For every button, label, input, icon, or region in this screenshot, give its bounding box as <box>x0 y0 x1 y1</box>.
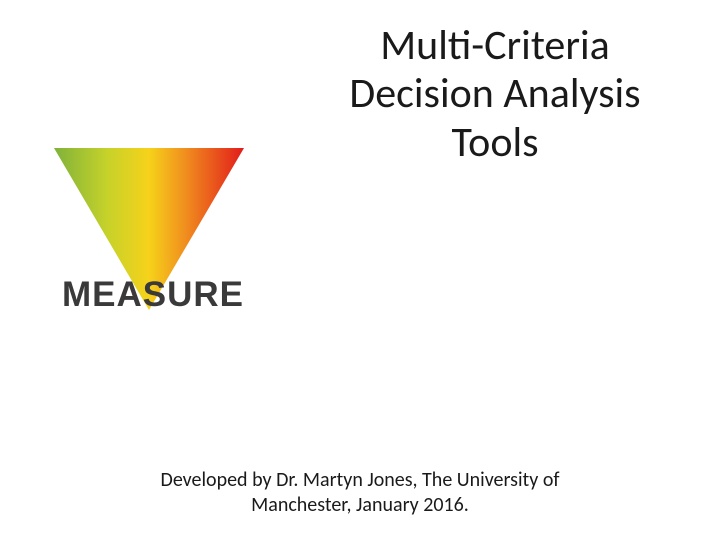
measure-wordmark: MEASURE <box>62 275 244 315</box>
title-line-3: Tools <box>451 117 538 168</box>
footer-line-1: Developed by Dr. Martyn Jones, The Unive… <box>161 468 560 492</box>
slide-title: Multi-Criteria Decision Analysis Tools <box>300 22 690 167</box>
slide-footer: Developed by Dr. Martyn Jones, The Unive… <box>120 468 600 518</box>
title-line-2: Decision Analysis <box>349 68 640 119</box>
footer-line-2: Manchester, January 2016. <box>251 493 469 517</box>
slide: Multi-Criteria Decision Analysis Tools M… <box>0 0 720 540</box>
title-line-1: Multi-Criteria <box>380 20 609 71</box>
